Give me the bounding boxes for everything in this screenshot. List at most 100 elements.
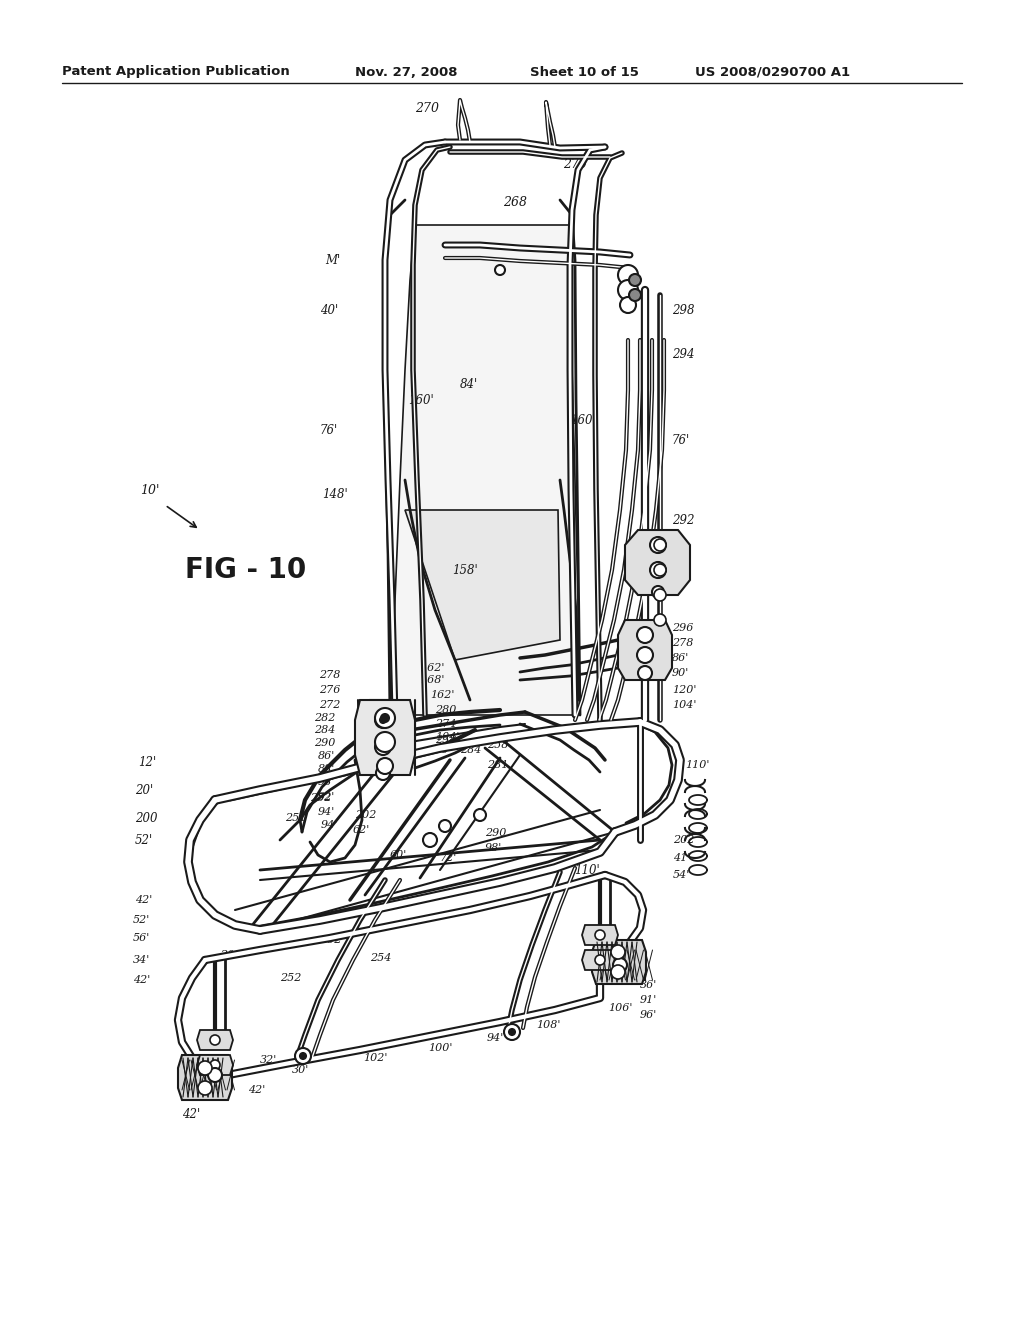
Text: 84': 84' — [460, 379, 478, 392]
Text: 56': 56' — [133, 933, 151, 942]
Text: 52': 52' — [133, 915, 151, 925]
Text: 34': 34' — [181, 1089, 200, 1102]
Text: 252: 252 — [280, 973, 301, 983]
Circle shape — [637, 627, 653, 643]
Circle shape — [504, 1024, 520, 1040]
Circle shape — [620, 297, 636, 313]
Text: 76': 76' — [672, 433, 690, 446]
Text: 292: 292 — [672, 513, 694, 527]
Circle shape — [629, 289, 641, 301]
Polygon shape — [592, 940, 646, 983]
Text: 270: 270 — [415, 102, 439, 115]
Text: 160: 160 — [570, 413, 593, 426]
Text: 290: 290 — [313, 738, 335, 748]
Text: 102': 102' — [362, 1053, 387, 1063]
Text: 100': 100' — [428, 1043, 453, 1053]
Text: 42': 42' — [135, 895, 153, 906]
Text: 52': 52' — [135, 833, 154, 846]
Circle shape — [595, 931, 605, 940]
Circle shape — [654, 589, 666, 601]
Text: 98': 98' — [317, 777, 335, 787]
Polygon shape — [355, 700, 415, 775]
Text: 86': 86' — [317, 751, 335, 762]
Text: 91': 91' — [640, 995, 657, 1005]
Circle shape — [210, 1060, 220, 1071]
Text: 202: 202 — [673, 836, 694, 845]
Circle shape — [375, 733, 395, 752]
Text: 160': 160' — [408, 393, 434, 407]
Text: 254: 254 — [370, 953, 391, 964]
Text: 268: 268 — [503, 195, 527, 209]
Polygon shape — [390, 224, 580, 715]
Text: 258: 258 — [487, 741, 508, 750]
Circle shape — [295, 1048, 311, 1064]
Text: 296: 296 — [672, 623, 693, 634]
Polygon shape — [582, 925, 618, 945]
Text: 106': 106' — [608, 1003, 632, 1012]
Text: 252: 252 — [319, 935, 341, 945]
Text: 94': 94' — [321, 820, 338, 830]
Text: 158': 158' — [452, 564, 478, 577]
Text: 162': 162' — [430, 690, 455, 700]
Text: 32': 32' — [260, 1055, 278, 1065]
Text: 278: 278 — [318, 671, 340, 680]
Circle shape — [618, 280, 638, 300]
Circle shape — [377, 758, 393, 774]
Text: 60': 60' — [390, 850, 408, 861]
Text: 104': 104' — [672, 700, 696, 710]
Text: 94': 94' — [317, 807, 335, 817]
Circle shape — [637, 647, 653, 663]
Text: 168': 168' — [420, 675, 444, 685]
Text: 110': 110' — [685, 760, 710, 770]
Polygon shape — [178, 1055, 232, 1100]
Text: 40': 40' — [319, 304, 338, 317]
Circle shape — [611, 965, 625, 979]
Text: 42': 42' — [133, 975, 151, 985]
Polygon shape — [582, 950, 618, 970]
Text: 278: 278 — [672, 638, 693, 648]
Polygon shape — [618, 620, 672, 680]
Text: 86': 86' — [672, 653, 689, 663]
Text: Patent Application Publication: Patent Application Publication — [62, 66, 290, 78]
Text: Nov. 27, 2008: Nov. 27, 2008 — [355, 66, 458, 78]
Text: 202: 202 — [355, 810, 377, 820]
Text: 92': 92' — [317, 792, 335, 803]
Polygon shape — [600, 950, 645, 979]
Text: 252: 252 — [310, 793, 332, 803]
Circle shape — [654, 564, 666, 576]
Text: 36': 36' — [640, 979, 657, 990]
Circle shape — [423, 833, 437, 847]
Text: 96': 96' — [435, 744, 453, 755]
Circle shape — [375, 739, 391, 755]
Text: 284: 284 — [313, 725, 335, 735]
Text: 42': 42' — [248, 1085, 265, 1096]
Text: 56': 56' — [183, 1068, 202, 1081]
Text: 98': 98' — [485, 843, 502, 853]
Polygon shape — [182, 1060, 227, 1090]
Text: 270: 270 — [563, 158, 587, 172]
Polygon shape — [197, 1030, 233, 1049]
Text: US 2008/0290700 A1: US 2008/0290700 A1 — [695, 66, 850, 78]
Circle shape — [613, 958, 627, 972]
Text: 90': 90' — [672, 668, 689, 678]
Text: 200: 200 — [220, 950, 242, 960]
Circle shape — [618, 265, 638, 285]
Circle shape — [300, 1053, 306, 1059]
Text: 120': 120' — [672, 685, 696, 696]
Text: Sheet 10 of 15: Sheet 10 of 15 — [530, 66, 639, 78]
Text: 62': 62' — [352, 825, 370, 836]
Polygon shape — [197, 1055, 233, 1074]
Text: 96': 96' — [640, 1010, 657, 1020]
Circle shape — [380, 717, 386, 723]
Circle shape — [650, 537, 666, 553]
Text: 42': 42' — [181, 1109, 200, 1122]
Polygon shape — [406, 510, 560, 660]
Circle shape — [638, 667, 652, 680]
Text: 280: 280 — [435, 705, 457, 715]
Text: 110': 110' — [574, 863, 600, 876]
Circle shape — [210, 1035, 220, 1045]
Text: 94': 94' — [486, 1034, 504, 1043]
Text: M': M' — [325, 253, 340, 267]
Text: 30': 30' — [292, 1065, 308, 1074]
Circle shape — [474, 809, 486, 821]
